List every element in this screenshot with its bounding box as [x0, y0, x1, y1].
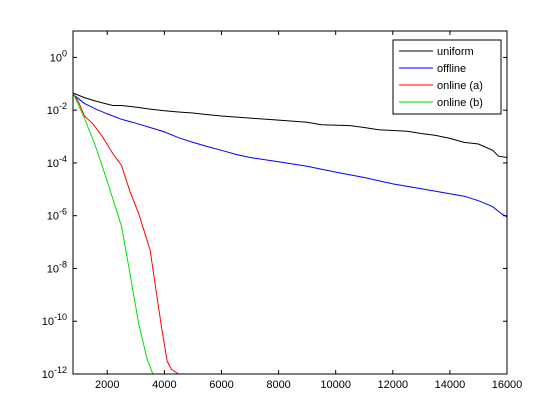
y-tick-label: 10-4: [47, 154, 67, 170]
ticks-layer: 2000 4000 6000 8000 10000 12000 14000 16000 100 1…: [42, 31, 523, 391]
series-line-online-b: [73, 92, 154, 374]
legend-label: online (a): [437, 80, 483, 92]
y-tick-label: 10-10: [42, 312, 67, 328]
legend-label: uniform: [437, 46, 474, 58]
x-tick-label: 8000: [266, 379, 290, 391]
x-tick-label: 2000: [95, 379, 119, 391]
series-layer: [73, 92, 507, 374]
x-tick-label: 16000: [492, 379, 523, 391]
y-tick-label: 10-6: [47, 207, 67, 223]
legend: uniform offline online (a) online (b): [392, 39, 502, 115]
y-tick-label: 10-8: [47, 259, 67, 275]
y-tick-label: 10-2: [47, 101, 67, 117]
plot-frame: [72, 30, 508, 375]
y-tick-label: 10-12: [42, 365, 67, 381]
legend-label: offline: [437, 63, 466, 75]
series-line-uniform: [73, 92, 507, 158]
series-line-online-a: [73, 92, 179, 374]
y-tick-label: 100: [50, 48, 67, 64]
x-tick-label: 14000: [435, 379, 466, 391]
x-tick-label: 10000: [320, 379, 351, 391]
x-tick-label: 6000: [209, 379, 233, 391]
x-tick-label: 12000: [377, 379, 408, 391]
legend-label: online (b): [437, 97, 483, 109]
series-line-offline: [73, 93, 507, 218]
x-tick-label: 4000: [152, 379, 176, 391]
